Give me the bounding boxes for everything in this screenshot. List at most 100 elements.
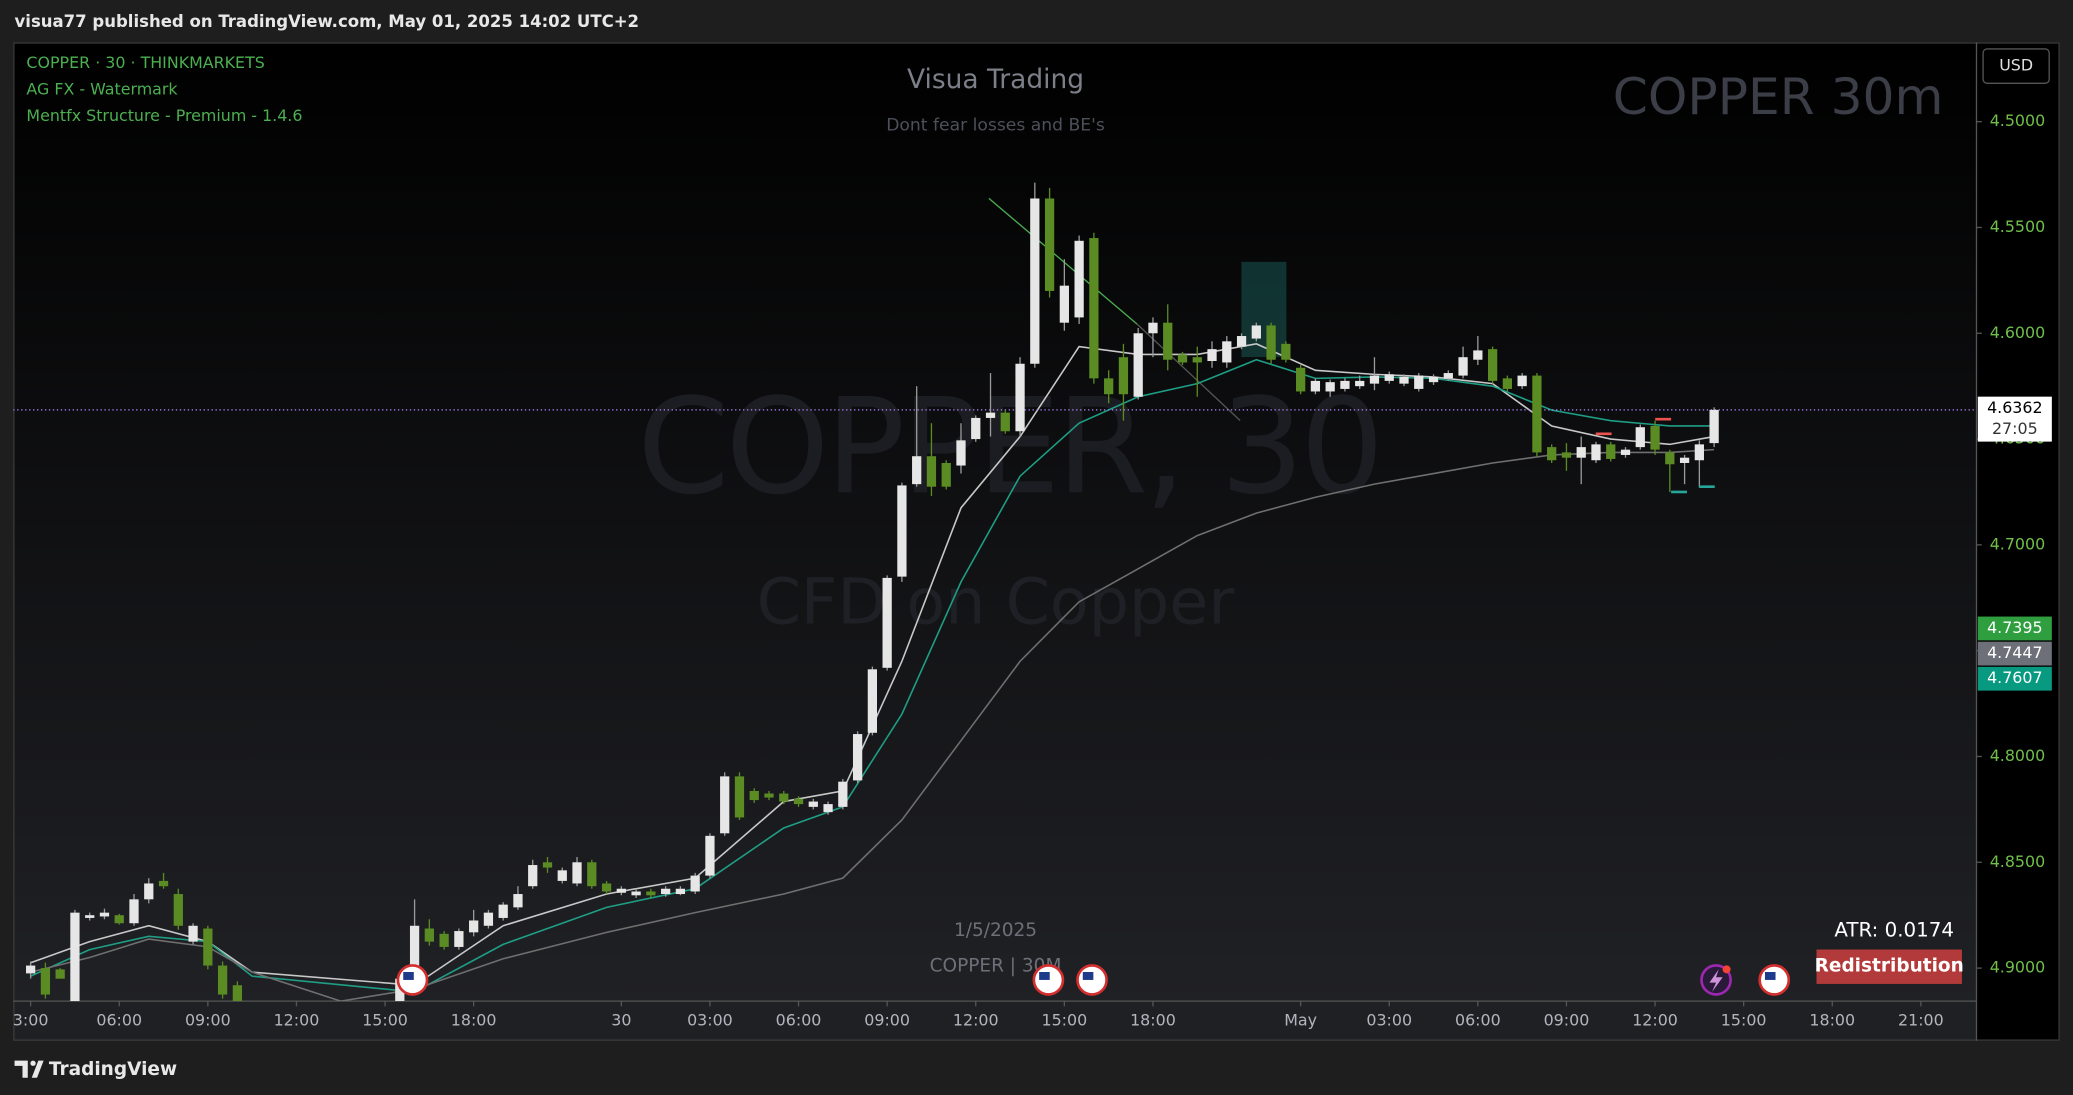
candle-body [1163, 322, 1173, 360]
event-flag[interactable] [1076, 964, 1108, 996]
x-tick-label: 15:00 [362, 1010, 408, 1029]
candle-body [1104, 378, 1114, 395]
candle-body [1473, 350, 1483, 360]
candle-body [1281, 343, 1291, 360]
currency-button[interactable] [1982, 48, 2050, 84]
candle-body [808, 801, 818, 807]
candle-body [232, 985, 243, 1002]
candle-body [1561, 452, 1572, 458]
candle-body [1369, 375, 1380, 384]
candle-body [1517, 375, 1527, 387]
candle-body [1650, 425, 1660, 450]
price-badge [1977, 641, 2052, 666]
x-tick-label: 18:00 [451, 1010, 497, 1029]
candle-body [1000, 412, 1010, 432]
candle-body [1399, 376, 1409, 384]
candle-body [1428, 376, 1439, 383]
y-tick-label: 4.8000 [1990, 746, 2045, 765]
watermark-title: Visua Trading [907, 64, 1084, 95]
x-tick-label: 3:00 [13, 1010, 49, 1029]
event-flag[interactable] [1032, 964, 1065, 996]
candle-body [1487, 349, 1498, 381]
candle-body [1547, 447, 1557, 461]
candle-body [1443, 373, 1453, 379]
candle-body [1355, 380, 1365, 387]
moving-average-line [30, 358, 1715, 993]
event-flag[interactable] [396, 964, 429, 996]
y-tick-label: 4.9000 [1990, 958, 2045, 977]
candle-body [912, 456, 922, 485]
legend-title[interactable]: COPPER · 30 · THINKMARKETS [26, 53, 264, 72]
candle-body [173, 894, 183, 926]
x-tick-label: 09:00 [864, 1010, 910, 1029]
candle-body [188, 925, 198, 942]
candle-body [498, 904, 508, 918]
candle-body [1591, 444, 1601, 461]
candle-body [454, 931, 464, 947]
candle-body [1118, 357, 1129, 395]
candle-body [26, 965, 36, 974]
candle-body [70, 912, 80, 1002]
frame [13, 42, 2060, 1041]
candle-body [1133, 333, 1143, 397]
brand-logo[interactable] [14, 1060, 44, 1078]
candle-body [144, 883, 154, 900]
candle-body [587, 862, 597, 887]
trend-line [1136, 323, 1241, 422]
x-tick-label: 21:00 [1898, 1010, 1944, 1029]
y-tick-label: 4.5500 [1990, 217, 2045, 236]
candle-body [55, 969, 65, 979]
brand-name[interactable]: TradingView [49, 1059, 177, 1080]
candle-body [838, 781, 848, 807]
indicator-label[interactable]: Mentfx Structure - Premium - 1.4.6 [26, 106, 302, 125]
candle-body [1059, 285, 1069, 323]
currency-label[interactable]: USD [1999, 56, 2033, 75]
candle-body [409, 925, 420, 979]
candle-body [572, 862, 582, 884]
candle-body [1192, 357, 1202, 363]
candle-body [1236, 336, 1247, 347]
x-tick-label: 18:00 [1130, 1010, 1176, 1029]
event-flag[interactable] [1758, 964, 1791, 996]
candle-body [1458, 357, 1468, 376]
x-tick-label: 12:00 [953, 1010, 999, 1029]
y-tick-label: 4.8500 [1990, 852, 2045, 871]
candle-body [1015, 363, 1025, 432]
atr-label: ATR: 0.0174 [1834, 919, 1954, 942]
candle-body [557, 870, 567, 881]
candle-body [941, 462, 951, 487]
candle-body [1089, 238, 1099, 379]
candle-body [690, 875, 700, 892]
watermark-symbol: COPPER 30m [1613, 67, 1944, 126]
moving-average-line [30, 448, 1715, 1002]
x-tick-label: 12:00 [274, 1010, 320, 1029]
candle-body [85, 915, 95, 918]
last-price-badge [1977, 396, 2052, 442]
countdown-label: 27:05 [1992, 419, 2038, 438]
candle-body [1502, 378, 1513, 389]
candle-body [1576, 447, 1586, 458]
y-tick-label: 4.6000 [1990, 323, 2045, 342]
candle-body [646, 891, 656, 896]
x-tick-label: 06:00 [776, 1010, 822, 1029]
candle-body [720, 776, 730, 834]
event-lightning[interactable] [1700, 964, 1732, 996]
candle-body [483, 912, 494, 926]
candle-body [675, 888, 686, 895]
price-badge-label: 4.7607 [1987, 668, 2042, 687]
indicator-label[interactable]: AG FX - Watermark [26, 79, 178, 98]
candle-body [40, 968, 51, 995]
candle-body [985, 412, 996, 418]
candle-body [129, 899, 139, 924]
candle-body [1384, 374, 1394, 381]
candle-body [513, 894, 523, 908]
time-axis-background [13, 1001, 1977, 1041]
status-label: Redistribution [1815, 956, 1964, 977]
candle-body [956, 440, 966, 466]
candle-body [1606, 444, 1616, 459]
candle-body [1532, 375, 1542, 453]
candle-body [1340, 380, 1350, 389]
background-description: CFD on Copper [757, 564, 1236, 638]
